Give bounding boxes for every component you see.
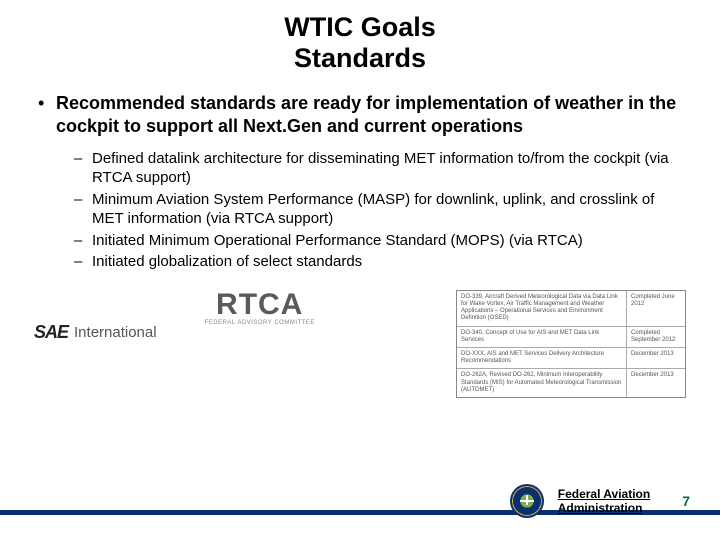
- rtca-subtext: FEDERAL ADVISORY COMMITTEE: [205, 320, 315, 326]
- title-line-1: WTIC Goals: [30, 12, 690, 43]
- rtca-logo: RTCA FEDERAL ADVISORY COMMITTEE: [205, 290, 315, 326]
- dash-icon: –: [74, 252, 92, 272]
- sae-logo: SAE International: [34, 322, 157, 343]
- sub-bullet-text: Initiated globalization of select standa…: [92, 252, 682, 272]
- title-line-2: Standards: [30, 43, 690, 74]
- logos-row: SAE International RTCA FEDERAL ADVISORY …: [30, 290, 690, 398]
- sub-bullet: – Defined datalink architecture for diss…: [74, 149, 682, 188]
- table-row: DO-262A, Revised DO-262, Minimum Interop…: [457, 369, 685, 397]
- slide-title: WTIC Goals Standards: [30, 12, 690, 74]
- table-cell-status: Completed September 2012: [627, 327, 685, 347]
- dash-icon: –: [74, 149, 92, 188]
- main-bullet-text: Recommended standards are ready for impl…: [56, 92, 682, 139]
- main-bullet: • Recommended standards are ready for im…: [30, 92, 690, 139]
- faa-seal-icon: [510, 484, 544, 518]
- table-row: DO-339, Aircraft Derived Meteorological …: [457, 291, 685, 327]
- faa-line-2: Administration: [558, 501, 643, 515]
- table-row: DO-340, Concept of Use for AIS and MET D…: [457, 327, 685, 348]
- table-cell-desc: DO-XXX, AIS and MET Services Delivery Ar…: [457, 348, 627, 368]
- table-cell-status: December 2013: [627, 369, 685, 397]
- table-row: DO-XXX, AIS and MET Services Delivery Ar…: [457, 348, 685, 369]
- sub-bullet: – Initiated Minimum Operational Performa…: [74, 231, 682, 251]
- table-cell-desc: DO-340, Concept of Use for AIS and MET D…: [457, 327, 627, 347]
- sub-bullet: – Initiated globalization of select stan…: [74, 252, 682, 272]
- sub-bullet: – Minimum Aviation System Performance (M…: [74, 190, 682, 229]
- faa-line-1: Federal Aviation: [558, 487, 650, 501]
- footer-content: Federal Aviation Administration 7: [510, 484, 690, 518]
- slide-footer: Federal Aviation Administration 7: [0, 480, 720, 540]
- bullet-dot-icon: •: [38, 92, 56, 139]
- sae-international-text: International: [74, 324, 157, 341]
- sae-mark: SAE: [34, 322, 68, 343]
- slide: WTIC Goals Standards • Recommended stand…: [0, 0, 720, 540]
- table-cell-desc: DO-339, Aircraft Derived Meteorological …: [457, 291, 627, 326]
- dash-icon: –: [74, 190, 92, 229]
- table-cell-desc: DO-262A, Revised DO-262, Minimum Interop…: [457, 369, 627, 397]
- sub-bullet-text: Minimum Aviation System Performance (MAS…: [92, 190, 682, 229]
- faa-org-name: Federal Aviation Administration: [558, 487, 650, 516]
- sub-bullet-text: Initiated Minimum Operational Performanc…: [92, 231, 682, 251]
- sub-bullet-text: Defined datalink architecture for dissem…: [92, 149, 682, 188]
- sub-bullet-list: – Defined datalink architecture for diss…: [30, 149, 690, 272]
- rtca-mark: RTCA: [216, 290, 303, 320]
- standards-table: DO-339, Aircraft Derived Meteorological …: [456, 290, 686, 398]
- table-cell-status: December 2013: [627, 348, 685, 368]
- page-number: 7: [682, 493, 690, 509]
- table-cell-status: Completed June 2012: [627, 291, 685, 326]
- dash-icon: –: [74, 231, 92, 251]
